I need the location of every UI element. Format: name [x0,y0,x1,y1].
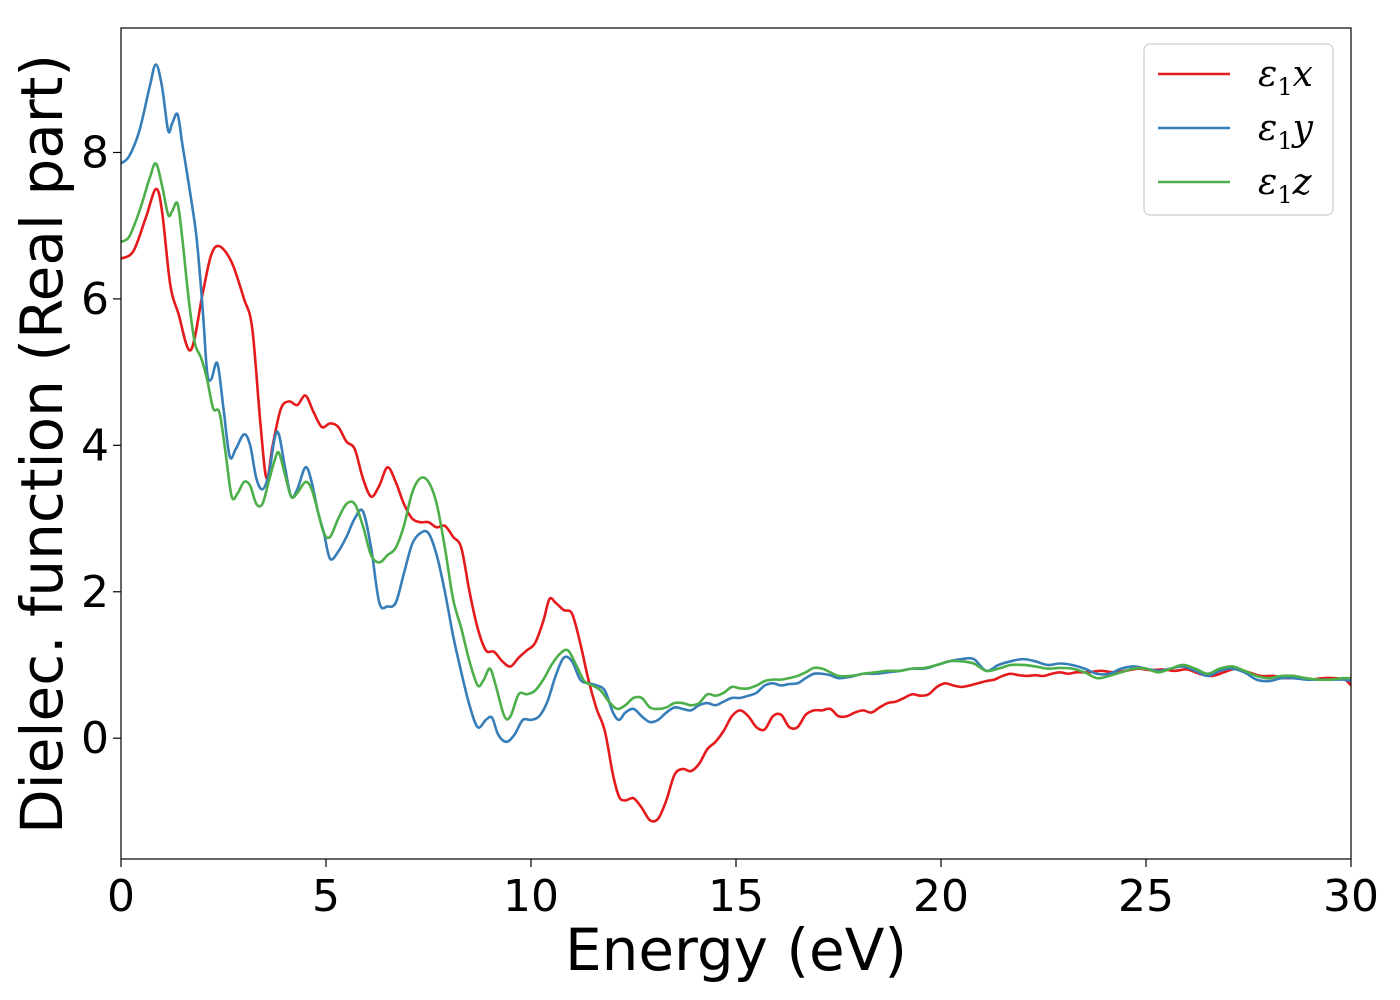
y-tick-label: 4 [81,420,109,471]
x-tick-label: 20 [913,871,969,922]
legend-entry-x: ε1x [1158,54,1313,101]
y-tick-label: 2 [81,567,109,618]
legend: ε1x ε1y ε1z [1143,43,1334,216]
legend-label-z: ε1z [1258,162,1313,209]
legend-label-y: ε1y [1258,108,1314,155]
y-tick-label: 8 [81,127,109,178]
x-axis-label: Energy (eV) [565,916,907,984]
x-tick-label: 10 [503,871,559,922]
x-tick-label: 25 [1118,871,1174,922]
series-group [121,63,1351,823]
y-tick-label: 6 [81,274,109,325]
legend-label-x: ε1x [1258,54,1313,101]
series-line-y [121,63,1351,744]
y-axis-label: Dielec. function (Real part) [8,54,76,834]
x-tick-label: 30 [1323,871,1379,922]
series-line-z [121,162,1351,721]
x-tick-label: 0 [107,871,135,922]
y-axis-ticks: 0 2 4 6 8 [81,127,121,764]
legend-entry-y: ε1y [1158,108,1314,155]
series-line-x [121,187,1351,823]
x-axis-ticks: 0 5 10 15 20 25 30 [107,859,1379,922]
legend-frame [1143,43,1334,216]
x-tick-label: 15 [708,871,764,922]
y-tick-label: 0 [81,713,109,764]
legend-entry-z: ε1z [1158,162,1313,209]
x-tick-label: 5 [312,871,340,922]
